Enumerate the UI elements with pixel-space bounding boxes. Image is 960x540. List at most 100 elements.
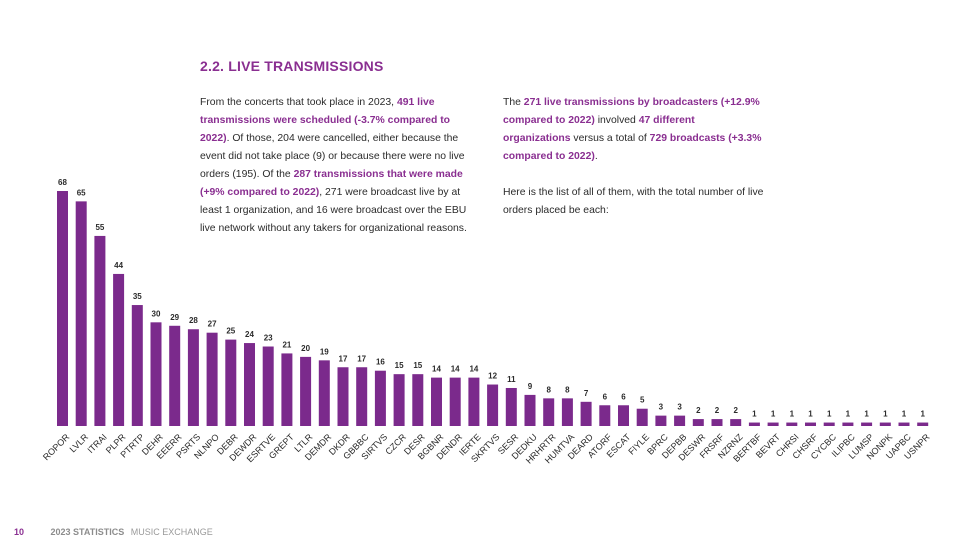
value-label: 44	[114, 261, 123, 270]
left_col-segment-1: 491 live transmissions were scheduled (-…	[200, 97, 451, 144]
category-label: ITRAI	[85, 432, 108, 455]
bar-plpr	[113, 273, 125, 426]
bar-ierte	[468, 377, 480, 426]
value-label: 1	[752, 410, 757, 419]
bar-deard	[580, 401, 592, 426]
right_col_p1-segment-6: .	[594, 151, 598, 162]
value-label: 1	[883, 410, 888, 419]
bar-ropor	[57, 191, 68, 426]
bar-bevrt	[767, 422, 779, 426]
bar-humtva	[561, 398, 573, 426]
right-paragraph-1: The 271 live transmissions by broadcaste…	[503, 94, 765, 166]
bar-dkdr	[337, 367, 349, 426]
value-label: 7	[584, 389, 589, 398]
right_col_p1-segment-5: 729 broadcasts (+3.3% compared to 2022)	[503, 133, 762, 162]
value-label: 15	[395, 361, 404, 370]
left_col-segment-0: From the concerts that took place in 202…	[200, 97, 397, 108]
bar-nonpk	[879, 422, 891, 426]
bar-depbb	[674, 415, 686, 426]
value-label: 68	[58, 178, 67, 187]
value-label: 1	[902, 410, 907, 419]
value-label: 55	[95, 223, 104, 232]
value-label: 2	[733, 406, 738, 415]
value-label: 3	[677, 403, 682, 412]
right-paragraph-2: Here is the list of all of them, with th…	[503, 187, 764, 216]
bar-lumsp	[861, 422, 873, 426]
value-label: 28	[189, 316, 198, 325]
bar-nlnpo	[206, 332, 218, 426]
bar-psrts	[187, 329, 199, 426]
bar-dewdr	[244, 343, 255, 426]
bar-nzrnz	[730, 419, 742, 426]
publication-name: 2023 STATISTICS	[50, 527, 125, 537]
intro-paragraph-left: From the concerts that took place in 202…	[200, 94, 472, 238]
value-label: 30	[152, 309, 161, 318]
value-label: 17	[357, 354, 366, 363]
bar-frsrf	[711, 419, 723, 426]
section-title: 2.2. LIVE TRANSMISSIONS	[200, 58, 384, 74]
bar-ilipbc	[842, 422, 854, 426]
right_col_p1-segment-1: 271 live transmissions by broadcasters (…	[503, 97, 760, 126]
value-label: 17	[339, 354, 348, 363]
value-label: 12	[488, 372, 497, 381]
value-label: 1	[846, 410, 851, 419]
bar-gbbbc	[356, 367, 368, 426]
value-label: 21	[282, 340, 291, 349]
bar-usnpr	[917, 422, 929, 426]
value-label: 8	[565, 385, 570, 394]
bar-bprc	[655, 415, 667, 426]
bar-demdr	[318, 360, 330, 426]
bar-ltlr	[300, 356, 312, 426]
bar-dedku	[524, 394, 536, 426]
page-footer: 10 2023 STATISTICS MUSIC EXCHANGE	[14, 527, 213, 537]
value-label: 1	[827, 410, 832, 419]
right_col_p1-segment-4: versus a total of	[570, 133, 650, 144]
value-label: 16	[376, 358, 385, 367]
bar-desr	[412, 374, 424, 426]
value-label: 1	[771, 410, 776, 419]
bar-escat	[618, 405, 629, 426]
value-label: 2	[696, 406, 701, 415]
bar-ptrtp	[131, 305, 143, 426]
bar-czcr	[393, 374, 405, 426]
value-label: 29	[170, 313, 179, 322]
value-label: 6	[621, 392, 626, 401]
bar-grept	[281, 353, 293, 426]
value-label: 1	[808, 410, 813, 419]
value-label: 3	[659, 403, 664, 412]
value-label: 6	[603, 392, 608, 401]
intro-paragraph-right: The 271 live transmissions by broadcaste…	[503, 94, 765, 220]
right_col_p1-segment-0: The	[503, 97, 524, 108]
left_col-segment-2: . Of those, 204 were cancelled, either b…	[200, 133, 465, 180]
value-label: 14	[451, 365, 460, 374]
value-label: 1	[920, 410, 925, 419]
value-label: 1	[790, 410, 795, 419]
value-label: 27	[208, 320, 217, 329]
bar-sirtvs	[374, 370, 386, 426]
bar-chsrf	[805, 422, 816, 426]
bar-bertbf	[748, 422, 760, 426]
value-label: 15	[413, 361, 422, 370]
bar-dendr	[449, 377, 461, 426]
bar-dehr	[150, 322, 162, 426]
right_col_p1-segment-3: 47 different organizations	[503, 115, 695, 144]
bar-esrtve	[262, 346, 274, 426]
left-paragraph: From the concerts that took place in 202…	[200, 94, 472, 238]
page-number: 10	[14, 527, 25, 537]
bar-lvlr	[75, 201, 87, 426]
bar-skrtvs	[487, 384, 499, 426]
bar-itrai	[94, 235, 106, 426]
bar-eeerr	[169, 325, 181, 426]
bar-chrsi	[786, 422, 798, 426]
value-label: 11	[507, 375, 516, 384]
right_col_p1-segment-2: involved	[594, 115, 639, 126]
value-label: 65	[77, 188, 86, 197]
bar-cycbc	[823, 422, 835, 426]
left_col-segment-3: 287 transmissions that were made (+9% co…	[200, 169, 463, 198]
bar-sesr	[505, 387, 517, 426]
value-label: 8	[546, 385, 551, 394]
value-label: 35	[133, 292, 142, 301]
bar-deswr	[692, 419, 704, 426]
value-label: 9	[528, 382, 533, 391]
